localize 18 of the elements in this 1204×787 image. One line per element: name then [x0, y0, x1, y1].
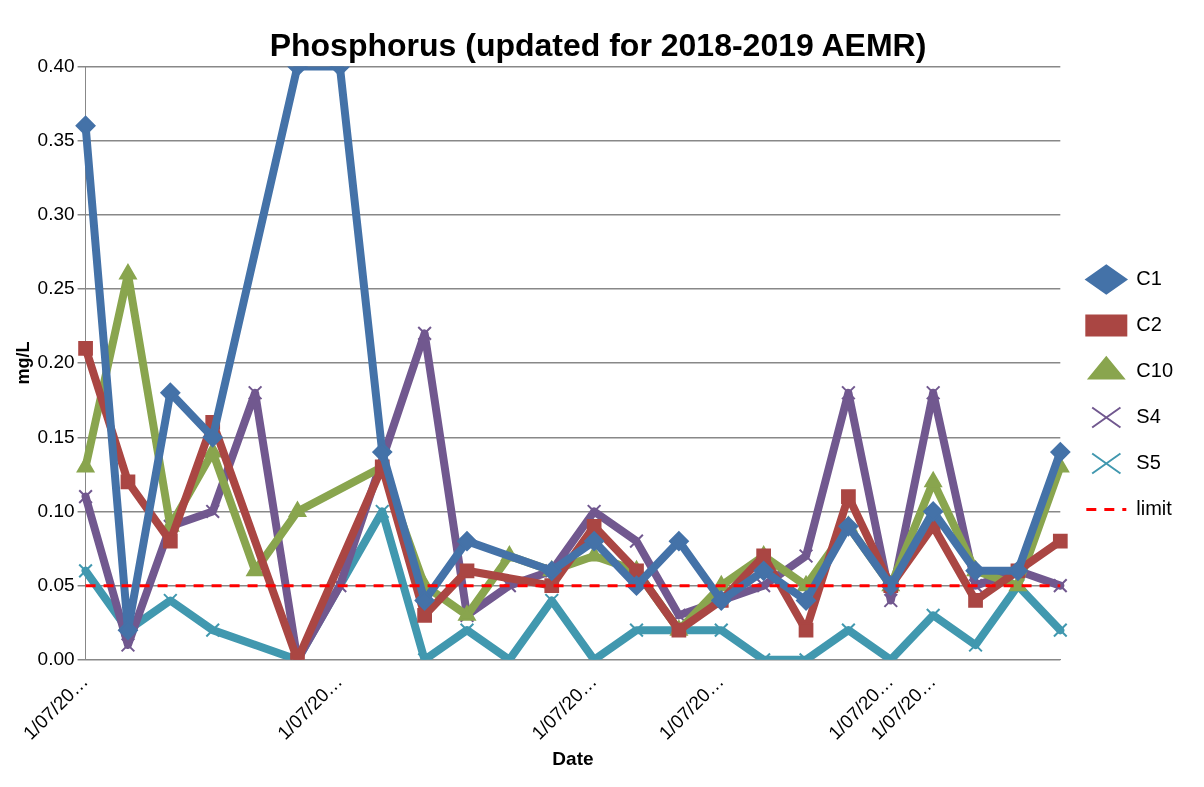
- y-tick-label: 0.05: [37, 573, 75, 595]
- y-tick-label: 0.00: [37, 648, 75, 670]
- x-axis-title: Date: [552, 747, 594, 769]
- legend-label: C1: [1136, 267, 1162, 290]
- chart-title: Phosphorus (updated for 2018-2019 AEMR): [269, 27, 927, 64]
- legend-label: C2: [1136, 313, 1162, 336]
- y-tick-label: 0.25: [37, 277, 75, 299]
- y-tick-label: 0.10: [37, 499, 75, 521]
- y-tick-label: 0.35: [37, 128, 75, 150]
- legend-label: limit: [1136, 497, 1173, 520]
- y-tick-label: 0.15: [37, 425, 75, 447]
- legend-label: C10: [1136, 359, 1174, 382]
- y-tick-label: 0.20: [37, 351, 75, 373]
- legend-label: S5: [1136, 451, 1161, 474]
- y-tick-label: 0.40: [37, 54, 75, 76]
- y-axis-title: mg/L: [12, 341, 33, 385]
- y-tick-label: 0.30: [37, 202, 75, 224]
- legend-label: S4: [1136, 405, 1161, 428]
